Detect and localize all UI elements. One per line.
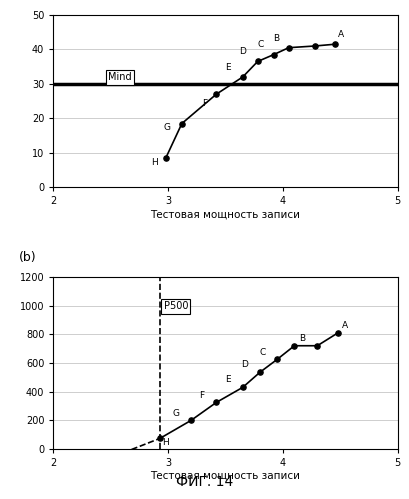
- Point: [178, 120, 185, 128]
- Text: H: H: [162, 438, 169, 447]
- Text: P500: P500: [163, 301, 188, 311]
- Point: [156, 434, 163, 442]
- Text: F: F: [198, 391, 203, 400]
- Point: [285, 44, 291, 52]
- Text: D: D: [239, 47, 245, 56]
- Point: [334, 329, 340, 337]
- Text: C: C: [257, 40, 263, 49]
- X-axis label: Тестовая мощность записи: Тестовая мощность записи: [150, 471, 300, 481]
- Point: [330, 40, 337, 48]
- Point: [213, 398, 219, 406]
- Point: [290, 342, 297, 350]
- Text: E: E: [225, 63, 230, 72]
- Point: [239, 383, 245, 391]
- Point: [313, 342, 320, 350]
- Text: C: C: [258, 347, 265, 356]
- Point: [273, 355, 280, 363]
- Point: [256, 368, 263, 376]
- Point: [311, 42, 317, 50]
- Text: E: E: [225, 375, 230, 385]
- Text: B: B: [272, 33, 279, 42]
- X-axis label: Тестовая мощность записи: Тестовая мощность записи: [150, 209, 300, 219]
- Text: G: G: [172, 409, 179, 418]
- Text: H: H: [151, 158, 157, 167]
- Text: ФИГ. 14: ФИГ. 14: [176, 475, 233, 489]
- Text: B: B: [299, 334, 305, 343]
- Point: [270, 50, 276, 58]
- Text: (b): (b): [19, 251, 36, 264]
- Point: [187, 416, 194, 424]
- Point: [239, 73, 245, 81]
- Point: [162, 154, 169, 162]
- Text: F: F: [202, 99, 207, 108]
- Text: G: G: [163, 123, 170, 132]
- Point: [254, 57, 260, 65]
- Text: Mind: Mind: [108, 72, 132, 82]
- Text: D: D: [241, 360, 248, 369]
- Point: [213, 90, 219, 98]
- Text: A: A: [337, 30, 344, 39]
- Text: A: A: [341, 321, 347, 330]
